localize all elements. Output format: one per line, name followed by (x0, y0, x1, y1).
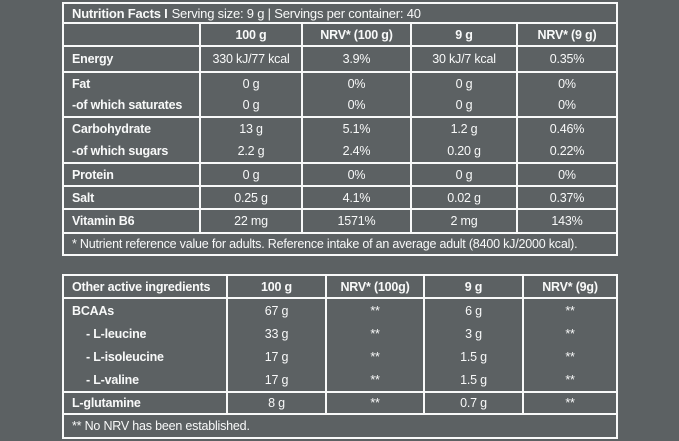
row-label: BCAAs (72, 303, 115, 318)
column-header-9g: 9 g (410, 24, 516, 45)
cell-value: 2.4% (301, 140, 410, 162)
cell-value: ** (522, 299, 616, 322)
cell-value: ** (325, 393, 423, 413)
row-label: L-glutamine (72, 396, 141, 410)
cell-value: 0.25 g (199, 187, 301, 208)
cell-value: 0.02 g (410, 187, 516, 208)
nrv-footnote: * Nutrient reference value for adults. R… (64, 232, 616, 254)
cell-value: ** (325, 368, 423, 391)
row-protein: Protein 0 g 0% 0 g 0% (64, 162, 616, 185)
row-l-valine: - L-valine 17 g ** 1.5 g ** (64, 368, 616, 391)
cell-value: ** (522, 322, 616, 345)
column-header-nrv-100g: NRV* (100g) (325, 276, 423, 297)
cell-value: 22 mg (199, 210, 301, 232)
row-label: - L-leucine (86, 326, 147, 341)
column-header-100g: 100 g (226, 276, 325, 297)
cell-value: 8 g (226, 393, 325, 413)
cell-value: 5.1% (301, 118, 410, 140)
cell-value: 17 g (226, 345, 325, 368)
row-energy: Energy 330 kJ/77 kcal 3.9% 30 kJ/7 kcal … (64, 45, 616, 71)
cell-value: 0 g (410, 73, 516, 94)
cell-value: 0.7 g (423, 393, 522, 413)
cell-value: 3.9% (301, 47, 410, 71)
cell-value: 3 g (423, 322, 522, 345)
cell-value: 0% (516, 164, 616, 185)
cell-value: 0 g (199, 73, 301, 94)
row-carbohydrate: Carbohydrate 13 g 5.1% 1.2 g 0.46% (64, 116, 616, 140)
row-label: -of which saturates (72, 98, 183, 112)
column-header-row: Other active ingredients 100 g NRV* (100… (64, 276, 616, 297)
cell-value: 0.46% (516, 118, 616, 140)
cell-value: 0 g (199, 164, 301, 185)
cell-value: 0% (516, 94, 616, 116)
row-label: - L-isoleucine (86, 349, 164, 364)
cell-value: 6 g (423, 299, 522, 322)
cell-value: ** (325, 322, 423, 345)
row-l-glutamine: L-glutamine 8 g ** 0.7 g ** (64, 391, 616, 413)
cell-value: 17 g (226, 368, 325, 391)
row-label: Protein (72, 167, 114, 182)
cell-value: 13 g (199, 118, 301, 140)
cell-value: 1571% (301, 210, 410, 232)
no-nrv-footnote: ** No NRV has been established. (64, 413, 616, 437)
nutrition-facts-title: Nutrition Facts I Serving size: 9 g | Se… (64, 4, 616, 22)
cell-value: 0 g (410, 164, 516, 185)
row-l-isoleucine: - L-isoleucine 17 g ** 1.5 g ** (64, 345, 616, 368)
cell-value: 2.2 g (199, 140, 301, 162)
row-of-which-sugars: -of which sugars 2.2 g 2.4% 0.20 g 0.22% (64, 140, 616, 162)
cell-value: ** (522, 393, 616, 413)
cell-value: 33 g (226, 322, 325, 345)
cell-value: 0 g (199, 94, 301, 116)
cell-value: 0% (516, 73, 616, 94)
column-header-nrv-9g: NRV* (9g) (522, 276, 616, 297)
row-vitamin-b6: Vitamin B6 22 mg 1571% 2 mg 143% (64, 208, 616, 232)
cell-value: 67 g (226, 299, 325, 322)
cell-value: 0% (301, 73, 410, 94)
row-label: -of which sugars (72, 144, 169, 158)
column-header-nrv-100g: NRV* (100 g) (301, 24, 410, 45)
cell-value: ** (325, 345, 423, 368)
cell-value: 0.35% (516, 47, 616, 71)
column-header-other-active-ingredients: Other active ingredients (72, 279, 211, 294)
cell-value: 1.2 g (410, 118, 516, 140)
title-bold-part: Nutrition Facts I (72, 5, 168, 21)
column-header-nrv-9g: NRV* (9 g) (516, 24, 616, 45)
nutrition-facts-table: Nutrition Facts I Serving size: 9 g | Se… (62, 2, 618, 256)
cell-value: 143% (516, 210, 616, 232)
row-of-which-saturates: -of which saturates 0 g 0% 0 g 0% (64, 94, 616, 116)
cell-value: 4.1% (301, 187, 410, 208)
cell-value: 1.5 g (423, 368, 522, 391)
column-header-empty (64, 24, 199, 45)
row-label: - L-valine (86, 372, 139, 387)
row-l-leucine: - L-leucine 33 g ** 3 g ** (64, 322, 616, 345)
other-active-ingredients-table: Other active ingredients 100 g NRV* (100… (62, 274, 618, 439)
cell-value: 0.20 g (410, 140, 516, 162)
cell-value: 0.22% (516, 140, 616, 162)
column-header-row: 100 g NRV* (100 g) 9 g NRV* (9 g) (64, 22, 616, 45)
cell-value: ** (522, 345, 616, 368)
row-label: Fat (72, 76, 91, 91)
row-bcaas: BCAAs 67 g ** 6 g ** (64, 297, 616, 322)
cell-value: 0 g (410, 94, 516, 116)
cell-value: 30 kJ/7 kcal (410, 47, 516, 71)
cell-value: 0% (301, 164, 410, 185)
cell-value: ** (522, 368, 616, 391)
cell-value: 1.5 g (423, 345, 522, 368)
row-fat: Fat 0 g 0% 0 g 0% (64, 71, 616, 94)
cell-value: 330 kJ/77 kcal (199, 47, 301, 71)
row-label: Carbohydrate (72, 122, 151, 136)
cell-value: 0% (301, 94, 410, 116)
row-salt: Salt 0.25 g 4.1% 0.02 g 0.37% (64, 185, 616, 208)
cell-value: 2 mg (410, 210, 516, 232)
row-label: Vitamin B6 (72, 214, 135, 228)
row-label: Salt (72, 190, 95, 205)
cell-value: 0.37% (516, 187, 616, 208)
column-header-100g: 100 g (199, 24, 301, 45)
cell-value: ** (325, 299, 423, 322)
title-serving-info: Serving size: 9 g | Servings per contain… (171, 5, 421, 21)
row-label: Energy (72, 52, 114, 66)
column-header-9g: 9 g (423, 276, 522, 297)
